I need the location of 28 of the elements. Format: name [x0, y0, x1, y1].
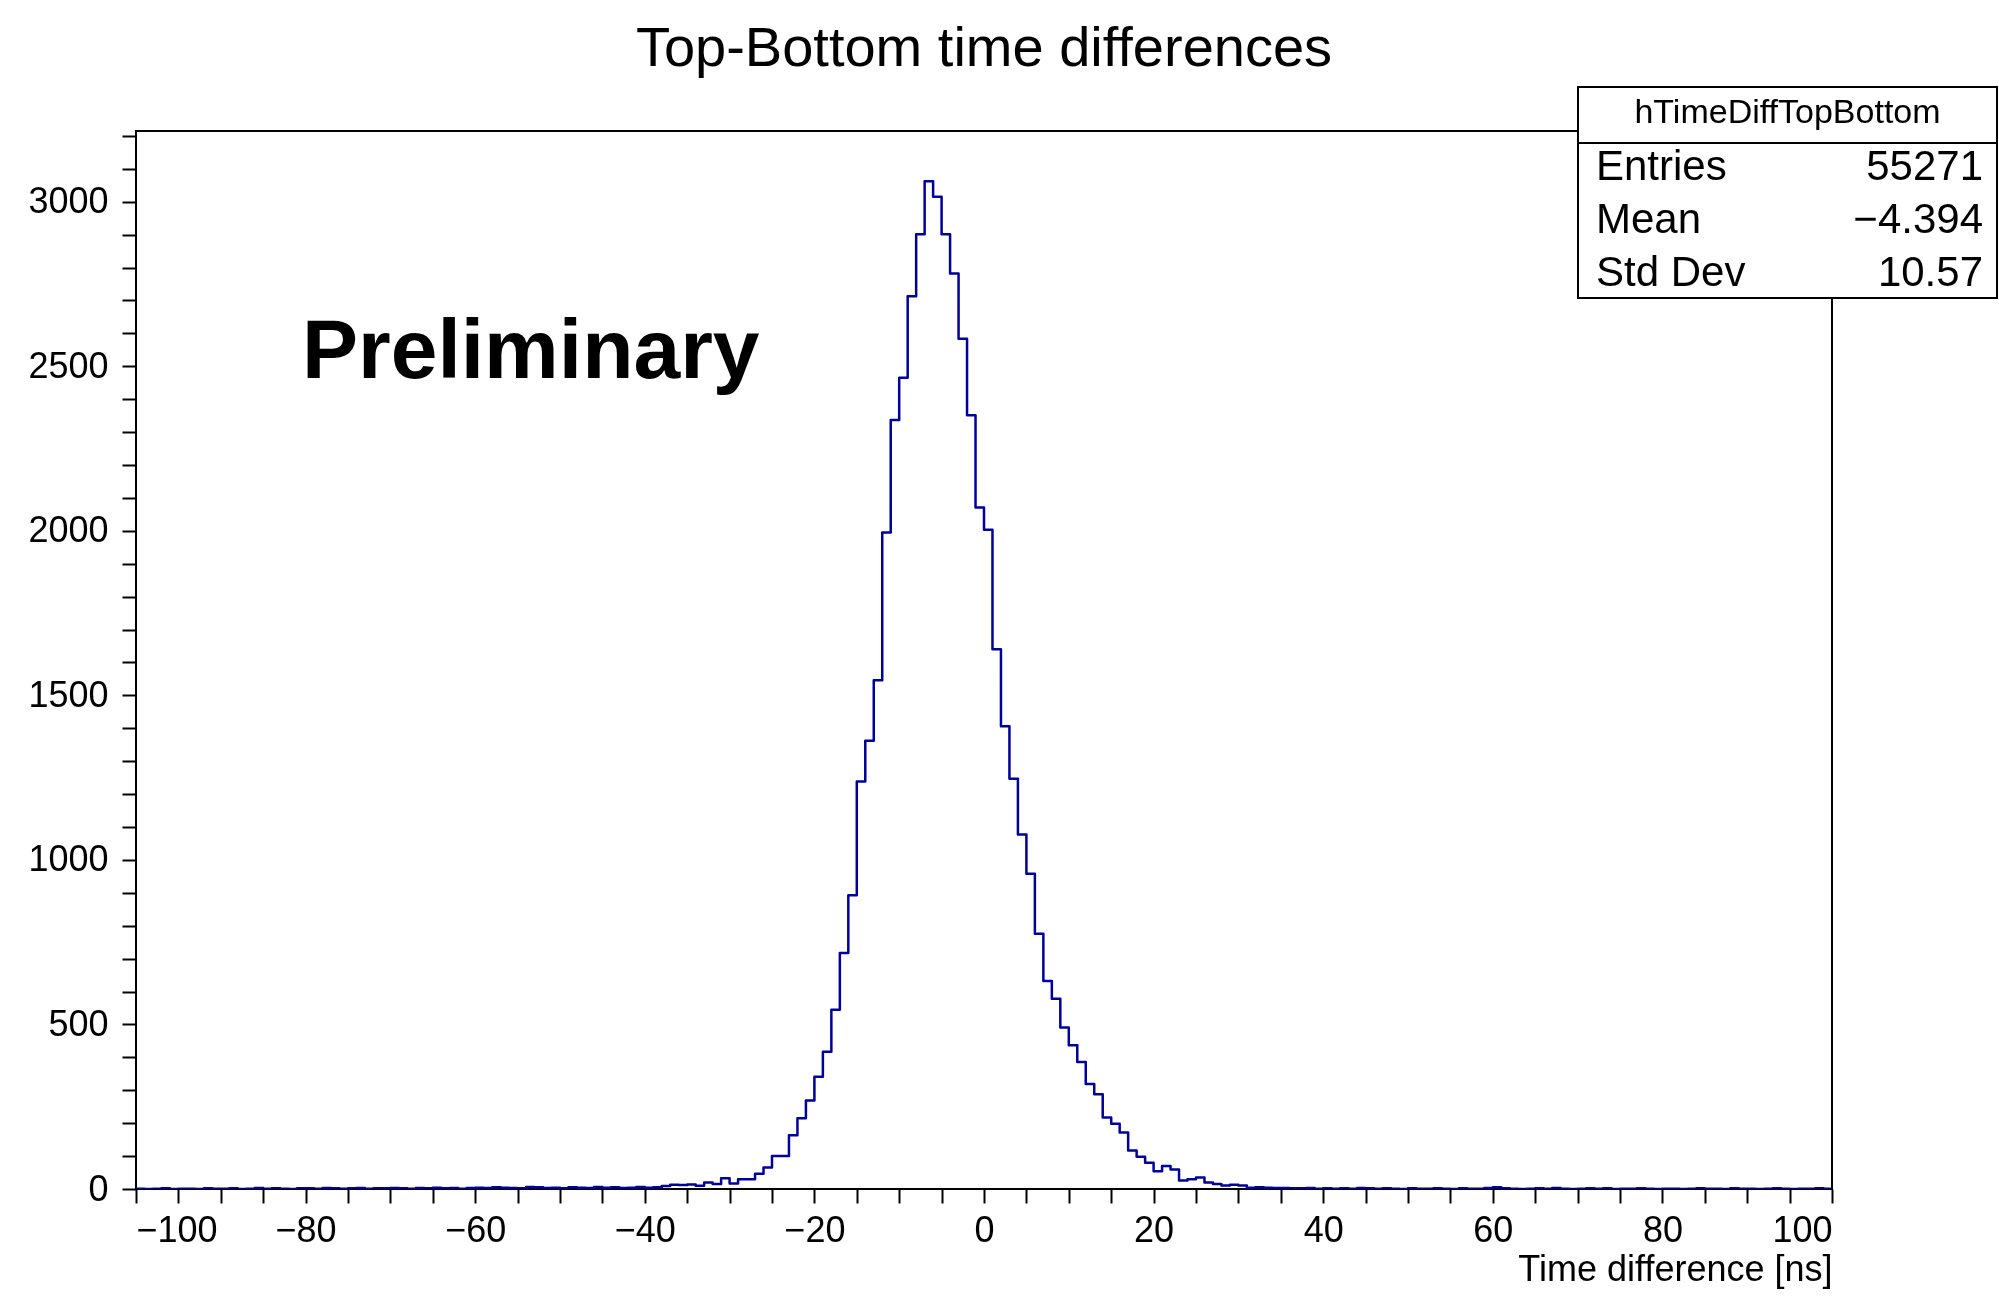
text: 10.57 [1877, 248, 1983, 295]
x-tick-label: 0 [974, 1208, 995, 1250]
x-tick-label: 60 [1473, 1208, 1514, 1250]
annotation: Preliminary [302, 302, 760, 396]
x-tick-label: 80 [1642, 1208, 1683, 1250]
text: hTimeDiffTopBottom [1634, 92, 1941, 130]
x-tick-label: −100 [136, 1208, 218, 1250]
y-tick-label: 0 [88, 1167, 109, 1209]
text: −4.394 [1853, 195, 1983, 242]
y-tick-label: 3000 [28, 180, 109, 222]
x-tick-label: −80 [275, 1208, 337, 1250]
annotation: Std Dev [1596, 248, 1746, 295]
x-tick-label: −60 [445, 1208, 507, 1250]
annotation: Entries [1596, 142, 1727, 189]
x-tick-label: 40 [1303, 1208, 1344, 1250]
x-axis-title: Time difference [ns] [1518, 1247, 1833, 1289]
y-tick-label: 1500 [28, 673, 109, 715]
y-tick-label: 500 [48, 1002, 109, 1044]
y-tick-label: 2500 [28, 344, 109, 386]
x-tick-label: −20 [784, 1208, 846, 1250]
text: 55271 [1866, 142, 1983, 189]
chart-title: Top-Bottom time differences [635, 15, 1333, 78]
x-tick-label: 100 [1772, 1208, 1833, 1250]
annotation: Mean [1596, 195, 1702, 242]
y-tick-label: 2000 [28, 509, 109, 551]
x-tick-label: −40 [614, 1208, 676, 1250]
y-tick-label: 1000 [28, 838, 109, 880]
x-tick-label: 20 [1134, 1208, 1175, 1250]
